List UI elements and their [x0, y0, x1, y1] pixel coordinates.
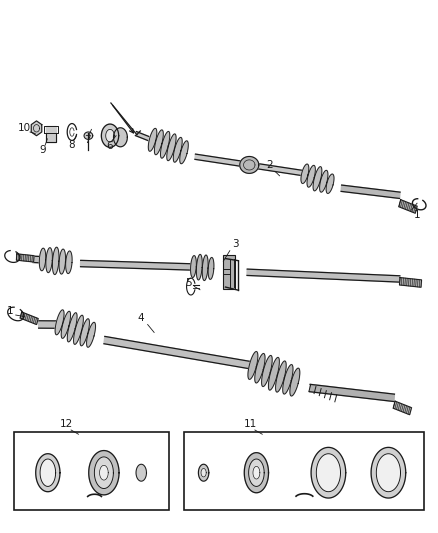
Polygon shape	[46, 248, 52, 272]
Polygon shape	[87, 322, 95, 348]
Polygon shape	[399, 278, 421, 287]
Polygon shape	[249, 459, 264, 487]
Polygon shape	[255, 353, 265, 383]
Polygon shape	[106, 130, 114, 142]
Polygon shape	[66, 251, 72, 273]
Text: 1: 1	[7, 306, 14, 316]
Polygon shape	[376, 454, 400, 492]
Polygon shape	[290, 368, 300, 396]
Polygon shape	[155, 130, 163, 155]
Polygon shape	[99, 465, 108, 480]
Polygon shape	[371, 447, 406, 498]
Polygon shape	[313, 167, 322, 191]
Polygon shape	[191, 256, 196, 278]
Polygon shape	[39, 321, 66, 328]
Polygon shape	[261, 356, 272, 386]
Polygon shape	[393, 401, 412, 415]
Polygon shape	[202, 255, 208, 280]
Text: 8: 8	[69, 140, 75, 150]
Polygon shape	[74, 315, 83, 344]
Text: 11: 11	[244, 419, 257, 429]
Bar	[14, 432, 169, 510]
Polygon shape	[59, 249, 66, 274]
Polygon shape	[16, 254, 34, 262]
Polygon shape	[240, 157, 259, 173]
Polygon shape	[341, 185, 400, 198]
Polygon shape	[244, 453, 268, 492]
Polygon shape	[61, 311, 71, 338]
Text: 2: 2	[267, 160, 273, 169]
Polygon shape	[113, 128, 127, 147]
Polygon shape	[173, 138, 182, 162]
Polygon shape	[180, 141, 188, 164]
Polygon shape	[55, 310, 64, 335]
Polygon shape	[310, 384, 395, 401]
Polygon shape	[201, 469, 206, 477]
Bar	[223, 255, 235, 289]
Polygon shape	[320, 171, 328, 192]
Polygon shape	[81, 260, 200, 270]
Polygon shape	[247, 269, 400, 282]
Polygon shape	[40, 459, 56, 487]
Polygon shape	[46, 126, 57, 142]
Text: 10: 10	[18, 123, 31, 133]
Text: 6: 6	[106, 141, 113, 151]
Polygon shape	[36, 454, 60, 492]
Text: 1: 1	[414, 211, 420, 220]
Polygon shape	[283, 365, 293, 394]
Polygon shape	[84, 132, 93, 140]
Polygon shape	[160, 132, 170, 158]
Polygon shape	[316, 454, 340, 492]
Polygon shape	[399, 200, 417, 213]
Text: 3: 3	[232, 239, 239, 249]
Polygon shape	[208, 257, 214, 279]
Bar	[184, 432, 424, 510]
Polygon shape	[94, 457, 113, 489]
Polygon shape	[33, 256, 48, 263]
Polygon shape	[53, 247, 59, 274]
Polygon shape	[101, 124, 119, 147]
Polygon shape	[20, 312, 38, 325]
Polygon shape	[67, 313, 77, 342]
Polygon shape	[89, 450, 119, 495]
Polygon shape	[311, 447, 346, 498]
Polygon shape	[268, 358, 279, 390]
Polygon shape	[39, 248, 46, 271]
Polygon shape	[248, 352, 258, 379]
Text: 7: 7	[84, 135, 90, 145]
Text: 4: 4	[138, 313, 145, 323]
Polygon shape	[104, 336, 254, 369]
Polygon shape	[148, 128, 157, 151]
Polygon shape	[195, 154, 304, 176]
Polygon shape	[167, 134, 176, 160]
Polygon shape	[253, 466, 260, 479]
Polygon shape	[198, 464, 209, 481]
Polygon shape	[307, 165, 315, 187]
Polygon shape	[301, 164, 309, 183]
Polygon shape	[80, 319, 89, 346]
Text: 9: 9	[40, 146, 46, 156]
Polygon shape	[326, 174, 334, 193]
Polygon shape	[276, 361, 286, 392]
Polygon shape	[136, 464, 146, 481]
Polygon shape	[196, 254, 202, 280]
Text: 12: 12	[60, 419, 74, 429]
Polygon shape	[31, 121, 42, 136]
Text: 5: 5	[185, 278, 192, 288]
Polygon shape	[135, 132, 149, 141]
